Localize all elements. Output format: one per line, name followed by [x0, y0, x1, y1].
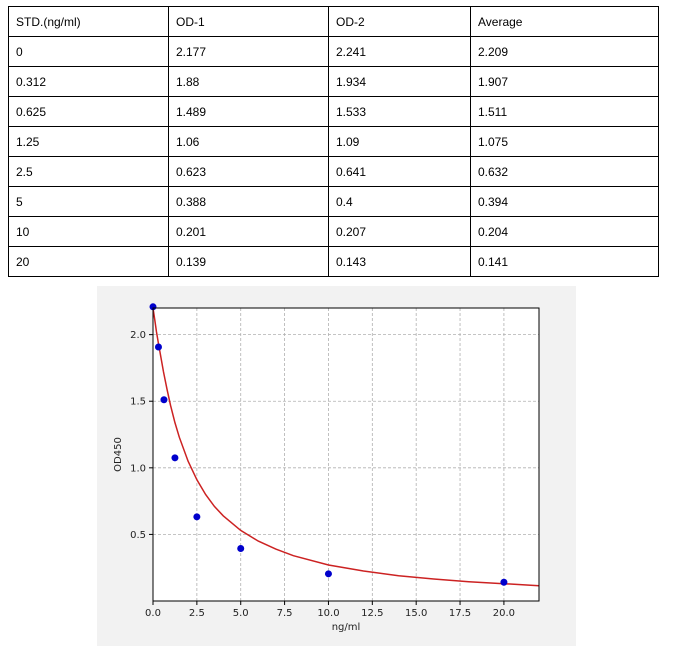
- table-cell: 2.209: [470, 36, 659, 67]
- table-cell: 2.241: [328, 36, 471, 67]
- data-point: [237, 545, 245, 553]
- data-point: [500, 578, 508, 586]
- table-header-row: STD.(ng/ml) OD-1 OD-2 Average: [8, 6, 659, 37]
- table-cell: 1.533: [328, 96, 471, 127]
- table-cell: 0.141: [470, 246, 659, 277]
- table-cell: 1.511: [470, 96, 659, 127]
- data-point: [171, 454, 179, 462]
- x-tick-label: 12.5: [361, 608, 383, 619]
- y-tick-label: 0.5: [130, 530, 146, 541]
- plot-frame: [152, 307, 540, 602]
- y-axis-title: OD450: [113, 437, 124, 472]
- table-cell: 2.177: [168, 36, 329, 67]
- table-cell: 0.201: [168, 216, 329, 247]
- table-cell: 0.143: [328, 246, 471, 277]
- table-row: 20 0.139 0.143 0.141: [8, 246, 659, 277]
- table-cell: 0.632: [470, 156, 659, 187]
- table-row: 0.625 1.489 1.533 1.511: [8, 96, 659, 127]
- y-tick-label: 1.0: [130, 463, 146, 474]
- x-axis-title: ng/ml: [332, 622, 361, 633]
- table-header-cell: STD.(ng/ml): [8, 6, 169, 37]
- table-row: 10 0.201 0.207 0.204: [8, 216, 659, 247]
- data-point: [193, 513, 201, 521]
- table-cell: 1.09: [328, 126, 471, 157]
- table-cell: 0.312: [8, 66, 169, 97]
- table-cell: 1.25: [8, 126, 169, 157]
- table-cell: 1.88: [168, 66, 329, 97]
- table-cell: 0.204: [470, 216, 659, 247]
- table-cell: 0.394: [470, 186, 659, 217]
- table-row: 1.25 1.06 1.09 1.075: [8, 126, 659, 157]
- x-tick-label: 0.0: [145, 608, 161, 619]
- table-header-cell: OD-1: [168, 6, 329, 37]
- x-tick-label: 10.0: [317, 608, 339, 619]
- x-tick-label: 5.0: [233, 608, 249, 619]
- table-cell: 5: [8, 186, 169, 217]
- x-tick-label: 2.5: [189, 608, 205, 619]
- standard-table: STD.(ng/ml) OD-1 OD-2 Average 0 2.177 2.241 2.2…: [8, 6, 659, 277]
- standard-curve-chart: 0.0 2.5 5.0 7.5 10.0 12.5 15.0 17.5 20.0 0.5 1.0 1.…: [113, 303, 540, 633]
- plot-area: [153, 308, 539, 601]
- table-cell: 2.5: [8, 156, 169, 187]
- table-cell: 0.641: [328, 156, 471, 187]
- data-point: [160, 396, 168, 404]
- table-row: 0.312 1.88 1.934 1.907: [8, 66, 659, 97]
- y-tick-label: 2.0: [130, 330, 146, 341]
- table-cell: 0.207: [328, 216, 471, 247]
- data-point: [154, 343, 162, 351]
- table-cell: 0.388: [168, 186, 329, 217]
- y-tick-label: 1.5: [130, 397, 146, 408]
- x-tick-label: 17.5: [449, 608, 471, 619]
- data-point: [149, 303, 157, 311]
- table-row: 5 0.388 0.4 0.394: [8, 186, 659, 217]
- fit-curve-line: [152, 307, 540, 587]
- data-point: [324, 570, 332, 578]
- standard-table-body: STD.(ng/ml) OD-1 OD-2 Average 0 2.177 2.241 2.2…: [8, 6, 659, 277]
- table-header-cell: OD-2: [328, 6, 471, 37]
- table-cell: 0: [8, 36, 169, 67]
- table-cell: 0.623: [168, 156, 329, 187]
- table-row: 0 2.177 2.241 2.209: [8, 36, 659, 67]
- table-cell: 1.06: [168, 126, 329, 157]
- table-cell: 1.075: [470, 126, 659, 157]
- x-tick-label: 20.0: [493, 608, 515, 619]
- x-tick-label: 7.5: [277, 608, 293, 619]
- table-cell: 1.934: [328, 66, 471, 97]
- standard-curve-figure: 0.0 2.5 5.0 7.5 10.0 12.5 15.0 17.5 20.0 0.5 1.0 1.…: [97, 286, 576, 646]
- table-row: 2.5 0.623 0.641 0.632: [8, 156, 659, 187]
- table-cell: 1.907: [470, 66, 659, 97]
- table-header-cell: Average: [470, 6, 659, 37]
- table-cell: 0.139: [168, 246, 329, 277]
- table-cell: 0.625: [8, 96, 169, 127]
- table-cell: 10: [8, 216, 169, 247]
- x-tick-label: 15.0: [405, 608, 427, 619]
- table-cell: 1.489: [168, 96, 329, 127]
- table-cell: 0.4: [328, 186, 471, 217]
- table-cell: 20: [8, 246, 169, 277]
